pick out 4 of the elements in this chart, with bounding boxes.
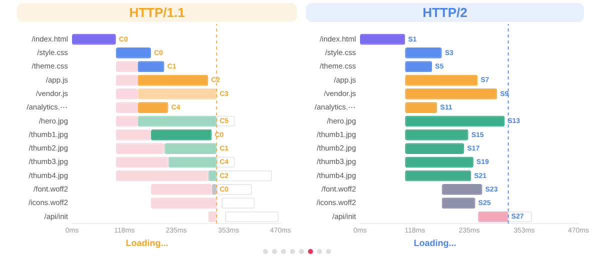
text: Loading...	[124, 238, 170, 248]
text: Loading...	[412, 238, 458, 248]
chart-title: HTTP/2	[306, 3, 584, 22]
chart-title: HTTP/1.1	[17, 3, 297, 22]
